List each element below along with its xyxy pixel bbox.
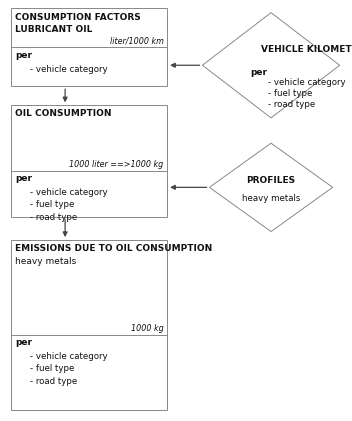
Text: - vehicle category: - vehicle category: [30, 188, 108, 197]
Text: EMISSIONS DUE TO OIL CONSUMPTION: EMISSIONS DUE TO OIL CONSUMPTION: [15, 244, 212, 253]
Text: CONSUMPTION FACTORS: CONSUMPTION FACTORS: [15, 13, 140, 21]
Polygon shape: [209, 143, 333, 232]
Text: heavy metals: heavy metals: [242, 194, 300, 203]
Text: - fuel type: - fuel type: [30, 200, 74, 209]
Text: VEHICLE KILOMETRES: VEHICLE KILOMETRES: [261, 45, 352, 54]
Text: per: per: [15, 51, 32, 60]
Bar: [11, 105, 167, 217]
Bar: [11, 240, 167, 410]
Text: 1000 kg: 1000 kg: [131, 324, 164, 333]
Text: PROFILES: PROFILES: [246, 176, 296, 185]
Text: - vehicle category: - vehicle category: [30, 352, 108, 361]
Text: liter/1000 km: liter/1000 km: [110, 37, 164, 45]
Text: - vehicle category: - vehicle category: [30, 64, 108, 74]
Text: - road type: - road type: [268, 100, 315, 109]
Text: per: per: [251, 68, 268, 77]
Text: per: per: [15, 338, 32, 347]
Text: - road type: - road type: [30, 213, 77, 222]
Text: - fuel type: - fuel type: [30, 365, 74, 373]
Text: per: per: [15, 174, 32, 183]
Text: 1000 liter ==>1000 kg: 1000 liter ==>1000 kg: [69, 160, 164, 169]
Text: - road type: - road type: [30, 377, 77, 386]
Text: - fuel type: - fuel type: [268, 89, 312, 99]
Text: - vehicle category: - vehicle category: [268, 78, 345, 88]
Polygon shape: [202, 13, 340, 118]
Bar: [11, 8, 167, 86]
Text: heavy metals: heavy metals: [15, 257, 76, 266]
Text: LUBRICANT OIL: LUBRICANT OIL: [15, 25, 92, 34]
Text: OIL CONSUMPTION: OIL CONSUMPTION: [15, 109, 111, 118]
